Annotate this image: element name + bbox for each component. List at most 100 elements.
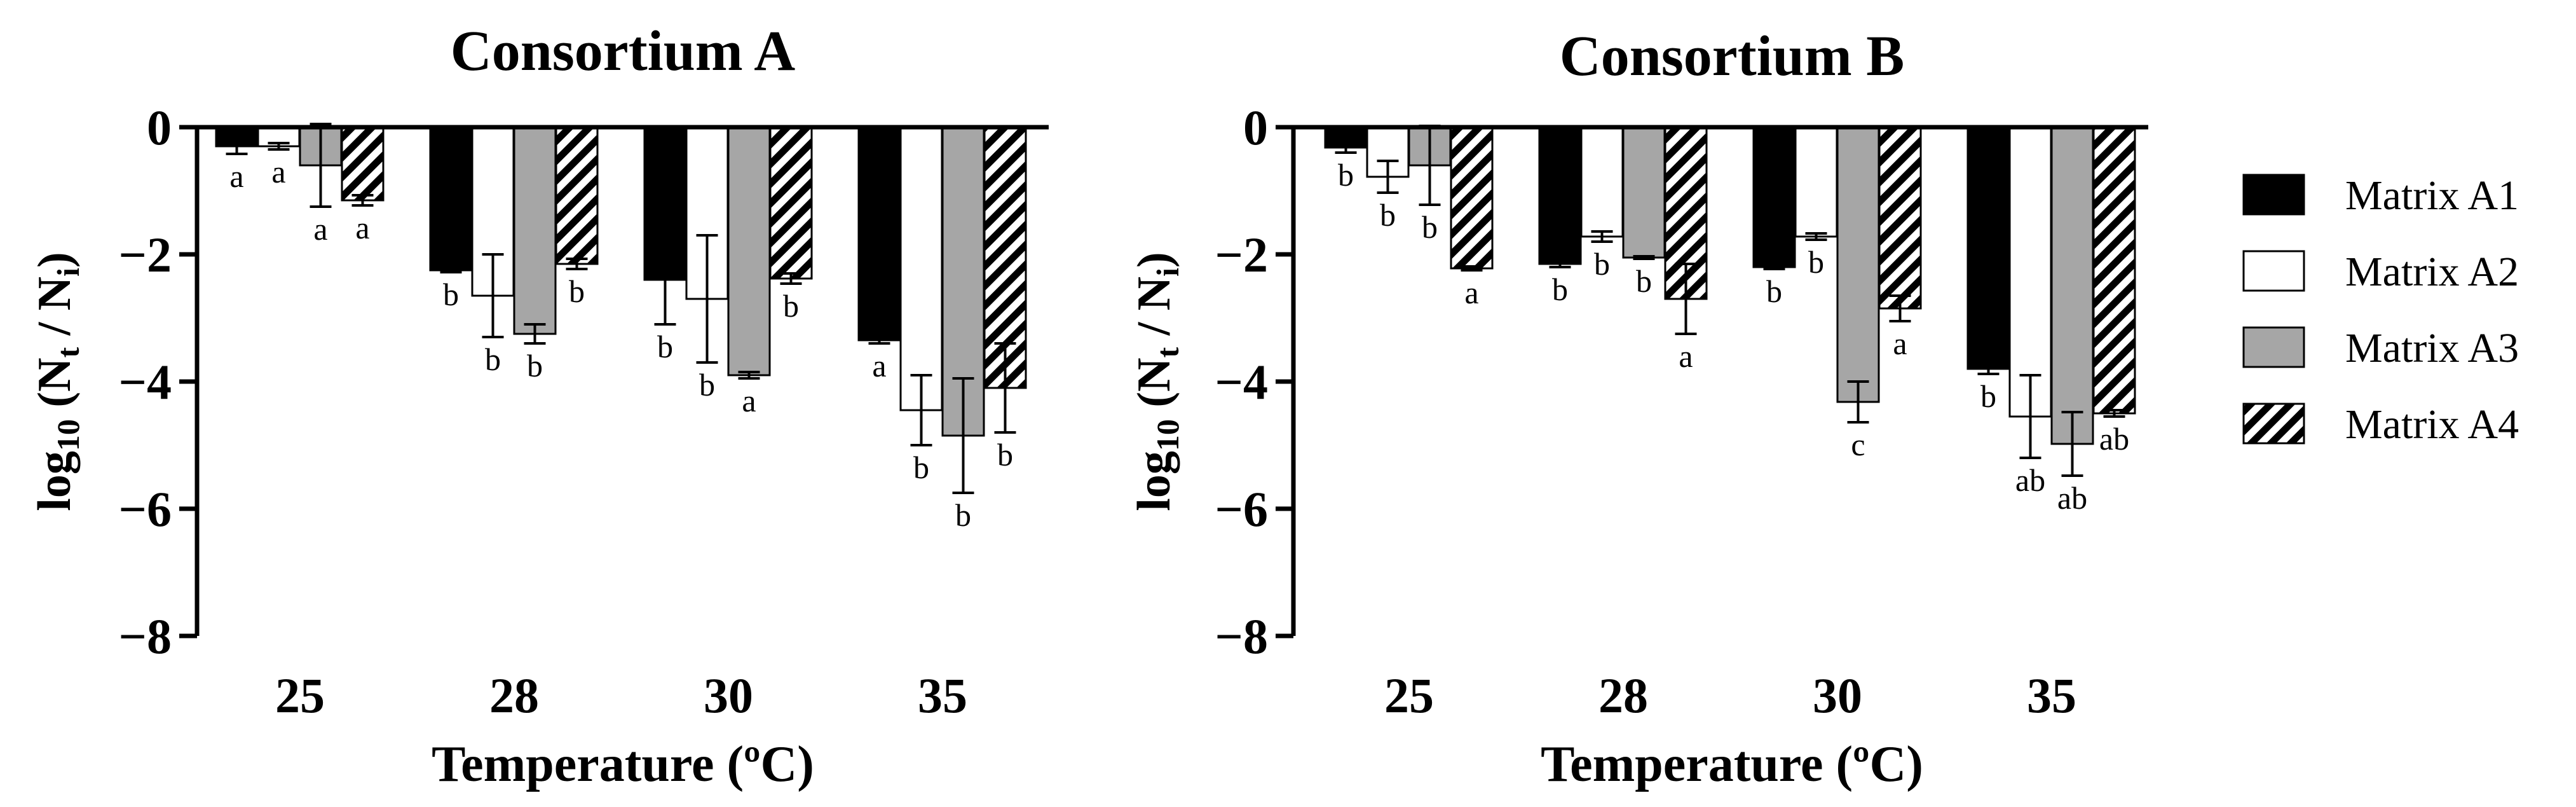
significance-letter: a — [271, 154, 285, 190]
bar-matrix-a2-35 — [2008, 126, 2052, 418]
significance-letter: a — [1893, 326, 1907, 361]
bar-matrix-a4-28 — [555, 126, 599, 265]
x-tick-label: 35 — [2027, 668, 2076, 723]
bar-matrix-a3-30 — [727, 126, 771, 376]
y-tick-label: −4 — [1215, 354, 1268, 410]
x-tick-label: 25 — [275, 668, 325, 723]
bar-matrix-a1-35 — [857, 126, 901, 341]
y-axis-label-subscript: i — [1150, 268, 1185, 277]
bar-matrix-a3-30 — [1836, 126, 1880, 403]
y-tick-label: 0 — [147, 100, 172, 155]
significance-letter: b — [1338, 157, 1354, 193]
significance-letter: b — [1980, 378, 1996, 414]
bar-matrix-a3-28 — [513, 126, 557, 335]
legend-swatch — [2242, 250, 2305, 292]
bar-matrix-a2-30 — [1794, 126, 1838, 238]
bar-matrix-a1-28 — [429, 126, 473, 272]
y-tick-label: −4 — [119, 354, 172, 410]
bar-matrix-a4-30 — [1878, 126, 1922, 310]
y-axis-label-subscript: i — [50, 268, 86, 277]
significance-letter: b — [955, 497, 971, 533]
x-tick-label: 28 — [1598, 668, 1648, 723]
y-axis-label-subscript: 10 — [1150, 419, 1185, 451]
significance-letter: b — [1594, 246, 1610, 282]
significance-letter: a — [313, 211, 327, 247]
bar-matrix-a2-35 — [899, 126, 943, 411]
legend-swatch — [2242, 403, 2305, 445]
bar-matrix-a2-28 — [1580, 126, 1624, 238]
y-axis-label-part: log — [1128, 451, 1180, 511]
significance-letter: ab — [2099, 421, 2129, 457]
y-axis-label-subscript: t — [50, 347, 86, 358]
bar-matrix-a4-25 — [341, 126, 385, 202]
x-axis-label: Temperature (ºC) — [1541, 736, 1923, 792]
legend-swatch — [2242, 174, 2305, 216]
significance-letter: b — [1380, 197, 1396, 233]
bar-matrix-a1-35 — [1966, 126, 2010, 370]
y-axis-label-subscript: 10 — [50, 419, 86, 451]
chart-title: Consortium A — [451, 20, 796, 83]
bar-matrix-a4-30 — [769, 126, 813, 280]
significance-letter: a — [872, 348, 886, 383]
significance-letter: b — [1808, 244, 1824, 280]
y-axis-label-subscript: t — [1150, 347, 1185, 358]
legend-label: Matrix A2 — [2345, 249, 2519, 295]
y-axis-label-part: log — [29, 451, 81, 511]
y-axis-label-part: (N — [29, 358, 81, 420]
significance-letter: b — [1422, 209, 1438, 245]
y-tick-label: −8 — [1215, 609, 1268, 664]
y-tick-label: −6 — [119, 481, 172, 537]
significance-letter: a — [1679, 338, 1693, 374]
y-tick-label: −2 — [1215, 227, 1268, 282]
significance-letter: b — [443, 277, 459, 312]
y-axis-label-part: ) — [29, 252, 81, 268]
x-tick-label: 25 — [1384, 668, 1434, 723]
legend: Matrix A1 Matrix A2 Matrix A3 Matrix A4 — [2242, 172, 2519, 448]
significance-letter: b — [997, 437, 1013, 472]
bar-matrix-a3-35 — [2050, 126, 2094, 445]
y-axis-label: log10 (Nt / Ni) — [29, 252, 86, 511]
significance-letter: b — [527, 348, 543, 383]
significance-letter: b — [1636, 263, 1652, 299]
y-tick-label: −2 — [119, 227, 172, 282]
bar-matrix-a1-30 — [1752, 126, 1796, 268]
significance-letter: b — [657, 329, 673, 364]
significance-letter: a — [742, 383, 756, 418]
y-tick-label: 0 — [1243, 100, 1268, 155]
y-tick-label: −8 — [119, 609, 172, 664]
significance-letter: b — [913, 450, 929, 485]
y-axis-label-part: (N — [1128, 358, 1180, 420]
y-axis-label: log10 (Nt / Ni) — [1128, 252, 1185, 511]
significance-letter: b — [783, 288, 799, 324]
legend-label: Matrix A3 — [2345, 325, 2519, 371]
chart-title: Consortium B — [1560, 25, 1905, 88]
significance-letter: b — [699, 367, 715, 403]
significance-letter: a — [229, 158, 243, 194]
x-tick-label: 28 — [489, 668, 539, 723]
y-tick-label: −6 — [1215, 481, 1268, 537]
y-axis-label-part: / N — [1128, 277, 1180, 347]
x-axis-label: Temperature (ºC) — [432, 736, 814, 792]
significance-letter: b — [1766, 273, 1782, 309]
significance-letter: b — [1552, 272, 1568, 307]
bar-matrix-a4-25 — [1450, 126, 1494, 270]
x-tick-label: 35 — [918, 668, 967, 723]
y-axis-label-part: / N — [29, 277, 81, 347]
legend-swatch — [2242, 326, 2305, 368]
bar-matrix-a3-28 — [1622, 126, 1666, 259]
bar-matrix-a1-28 — [1538, 126, 1582, 265]
significance-letter: c — [1851, 427, 1865, 462]
bar-matrix-a4-35 — [2092, 126, 2136, 415]
legend-label: Matrix A4 — [2345, 401, 2519, 448]
y-axis-label-part: ) — [1128, 252, 1180, 268]
x-tick-label: 30 — [704, 668, 753, 723]
significance-letter: a — [355, 210, 369, 245]
legend-label: Matrix A1 — [2345, 172, 2519, 219]
significance-letter: ab — [2057, 480, 2087, 516]
significance-letter: a — [1464, 275, 1478, 310]
significance-letter: b — [569, 273, 585, 309]
